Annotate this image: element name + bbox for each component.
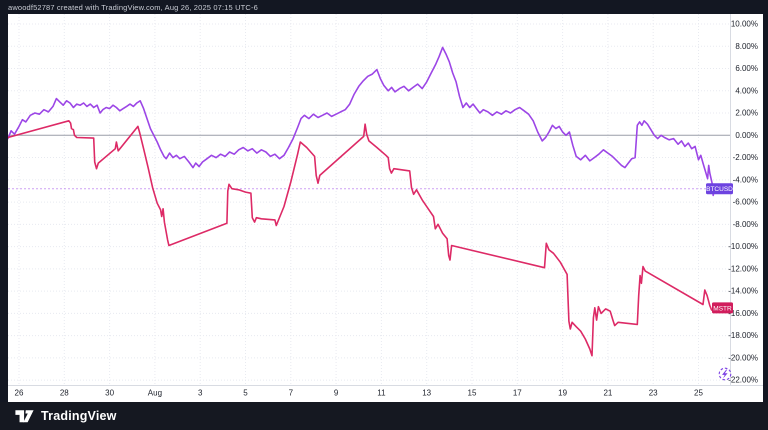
x-axis-label: 7 — [289, 389, 294, 398]
y-axis-label: 10.00% — [731, 20, 758, 29]
x-axis-label: 11 — [377, 389, 386, 398]
mstr-value-badge: MSTR — [712, 302, 733, 314]
y-axis-label: -6.00% — [733, 198, 758, 207]
btcusd-series-line[interactable] — [8, 46, 716, 197]
y-axis-label: -16.00% — [728, 309, 758, 318]
x-axis-label: 3 — [198, 389, 203, 398]
x-axis-label: Aug — [148, 389, 162, 398]
y-axis-label: 6.00% — [735, 64, 758, 73]
y-axis-label: -4.00% — [733, 175, 758, 184]
y-axis-label: 0.00% — [735, 131, 758, 140]
gridlines — [8, 14, 730, 385]
price-axis[interactable]: 10.00% 8.00% 6.00% 4.00% 2.00% 0.00% -2.00% -4.… — [728, 20, 758, 385]
x-axis-label: 13 — [422, 389, 431, 398]
y-axis-label: -18.00% — [728, 331, 758, 340]
x-axis-label: 28 — [60, 389, 69, 398]
btcusd-value-badge: BTCUSD — [706, 183, 733, 195]
y-axis-label: -22.00% — [728, 376, 758, 385]
y-axis-label: 8.00% — [735, 42, 758, 51]
tradingview-logo[interactable]: TradingView — [15, 409, 117, 424]
x-axis-label: 21 — [603, 389, 612, 398]
bottom-bar: TradingView — [0, 402, 768, 430]
x-axis-label: 9 — [334, 389, 339, 398]
x-axis-label: 25 — [694, 389, 703, 398]
x-axis-label: 17 — [513, 389, 522, 398]
mstr-series-line[interactable] — [8, 120, 713, 357]
y-axis-label: -2.00% — [733, 153, 758, 162]
realtime-flash-icon[interactable] — [718, 367, 732, 381]
x-axis-label: 30 — [105, 389, 114, 398]
tradingview-logo-text: TradingView — [41, 409, 117, 423]
y-axis-label: 2.00% — [735, 109, 758, 118]
x-axis-label: 23 — [649, 389, 658, 398]
time-axis[interactable]: 26 28 30 Aug 3 5 7 9 11 13 15 17 19 21 23 25 — [15, 389, 704, 398]
attribution-text: awoodf52787 created with TradingView.com… — [8, 3, 258, 12]
x-axis-label: 26 — [15, 389, 24, 398]
tradingview-logo-icon — [15, 409, 34, 422]
chart-background — [8, 14, 763, 402]
y-axis-label: -8.00% — [733, 220, 758, 229]
y-axis-label: -14.00% — [728, 287, 758, 296]
x-axis-label: 5 — [243, 389, 248, 398]
mstr-badge-label: MSTR — [713, 305, 732, 312]
y-axis-label: -20.00% — [728, 353, 758, 362]
y-axis-label: 4.00% — [735, 86, 758, 95]
y-axis-label: -12.00% — [728, 264, 758, 273]
x-axis-label: 19 — [558, 389, 567, 398]
x-axis-label: 15 — [468, 389, 477, 398]
btcusd-badge-label: BTCUSD — [706, 186, 733, 193]
y-axis-label: -10.00% — [728, 242, 758, 251]
